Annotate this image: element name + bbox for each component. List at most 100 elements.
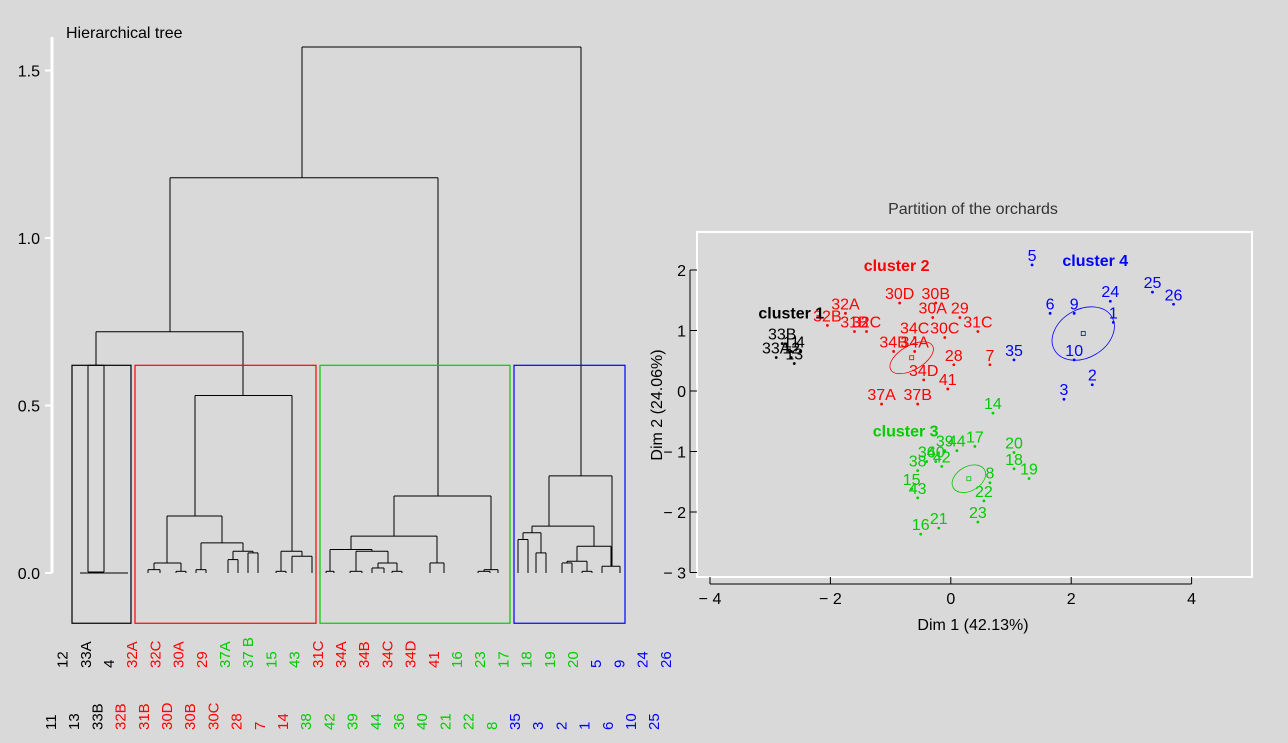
leaf-label: 39 xyxy=(345,713,362,730)
data-point xyxy=(991,411,995,415)
leaf-label: 44 xyxy=(368,713,385,730)
leaf-label: 34C xyxy=(379,640,396,668)
point-label: 26 xyxy=(1165,287,1183,304)
point-label: 6 xyxy=(1046,296,1055,313)
leaf-label: 34B xyxy=(356,641,373,668)
data-point xyxy=(916,469,920,473)
leaf-label: 10 xyxy=(623,713,640,730)
point-label: 25 xyxy=(1144,275,1162,292)
leaf-label: 42 xyxy=(321,713,338,730)
data-point xyxy=(976,330,980,333)
y-tick-label: 0.0 xyxy=(18,566,40,583)
data-point xyxy=(1090,383,1094,387)
cluster-ellipses xyxy=(889,306,1115,493)
leaf-label: 23 xyxy=(472,651,489,668)
data-point xyxy=(976,520,980,524)
cluster-center xyxy=(1080,331,1086,336)
cluster-name-label: cluster 4 xyxy=(1062,253,1128,270)
data-point xyxy=(913,336,917,339)
point-label: 43 xyxy=(909,481,927,498)
x-tick-label: 4 xyxy=(1187,591,1196,608)
leaf-label: 6 xyxy=(600,722,617,730)
x-tick-label: 2 xyxy=(1067,591,1076,608)
point-label: 15 xyxy=(903,472,921,489)
cluster-name-label: cluster 3 xyxy=(873,423,939,440)
confidence-ellipse xyxy=(951,464,987,493)
data-point xyxy=(952,363,956,367)
leaf-label: 8 xyxy=(484,722,501,730)
cluster-box-2 xyxy=(134,364,317,624)
x-tick-label: 0 xyxy=(946,591,955,608)
data-point xyxy=(1062,397,1066,401)
data-point xyxy=(1012,467,1016,471)
data-point xyxy=(792,362,796,365)
y-tick-label: 1.0 xyxy=(18,231,40,248)
data-point xyxy=(774,356,778,359)
point-label: 7 xyxy=(985,348,994,365)
point-label: 35 xyxy=(1005,343,1023,360)
point-label: 23 xyxy=(969,505,987,522)
data-point xyxy=(1048,311,1052,315)
data-point xyxy=(789,356,793,359)
data-point xyxy=(1108,299,1112,303)
x-tick-label: − 2 xyxy=(819,591,842,608)
point-label: 4 xyxy=(796,334,805,351)
y-tick-label: − 1 xyxy=(663,445,686,462)
data-point xyxy=(934,301,938,305)
y-axis-label: Dim 2 (24.06%) xyxy=(649,349,666,460)
leaf-labels: 11121333A33B432B32A31B32C30D30A30B2930C3… xyxy=(43,637,675,730)
plot-frame xyxy=(696,231,1253,578)
leaf-label: 19 xyxy=(542,651,559,668)
leaf-label: 37 B xyxy=(240,637,257,668)
leaf-label: 37A xyxy=(217,641,234,668)
leaf-label: 34D xyxy=(403,640,420,668)
point-label: 17 xyxy=(966,429,984,446)
point-label: 40 xyxy=(927,445,945,462)
point-label: 19 xyxy=(1020,461,1038,478)
data-point xyxy=(1012,358,1016,362)
point-label: 18 xyxy=(1005,452,1023,469)
point-label: 30A xyxy=(919,301,948,318)
data-point xyxy=(925,460,929,463)
leaf-label: 12 xyxy=(55,651,72,668)
leaf-label: 16 xyxy=(449,651,466,668)
leaf-label: 11 xyxy=(43,714,60,730)
point-label: 31B xyxy=(840,314,868,331)
data-point xyxy=(958,316,962,319)
y-tick-label: 1.5 xyxy=(18,64,40,81)
leaf-label: 38 xyxy=(298,713,315,730)
leaf-label: 30D xyxy=(159,702,176,730)
cluster-name-label: cluster 1 xyxy=(758,305,824,322)
x-axis-label: Dim 1 (42.13%) xyxy=(917,617,1028,634)
leaf-label: 7 xyxy=(252,722,269,730)
data-point xyxy=(919,532,923,536)
leaf-label: 41 xyxy=(426,651,443,668)
leaf-label: 32C xyxy=(147,640,164,668)
leaf-label: 18 xyxy=(519,651,536,668)
data-point xyxy=(1172,302,1175,306)
point-label: 13 xyxy=(785,347,803,364)
y-tick-label: 0.5 xyxy=(18,399,40,416)
data-point xyxy=(1012,451,1016,454)
leaf-label: 24 xyxy=(635,651,652,668)
leaf-label: 15 xyxy=(263,651,280,668)
point-label: 8 xyxy=(985,466,994,483)
y-tick-label: − 2 xyxy=(663,505,686,522)
point-label: 21 xyxy=(930,511,948,528)
data-point xyxy=(880,402,883,406)
leaf-label: 3 xyxy=(530,722,547,730)
leaf-label: 17 xyxy=(495,651,512,668)
leaf-label: 30C xyxy=(205,702,222,730)
data-point xyxy=(1027,477,1031,480)
leaf-label: 20 xyxy=(565,651,582,668)
leaf-label: 29 xyxy=(194,651,211,668)
y-tick-label: − 3 xyxy=(663,566,686,583)
point-label: 11 xyxy=(783,334,800,351)
cluster-box-4 xyxy=(513,364,626,624)
leaf-label: 9 xyxy=(611,660,628,668)
dendrogram-panel: Hierarchical tree 0.00.51.01.5 11121333A… xyxy=(18,25,675,730)
leaf-label: 30B xyxy=(182,703,199,730)
data-point xyxy=(798,350,802,353)
